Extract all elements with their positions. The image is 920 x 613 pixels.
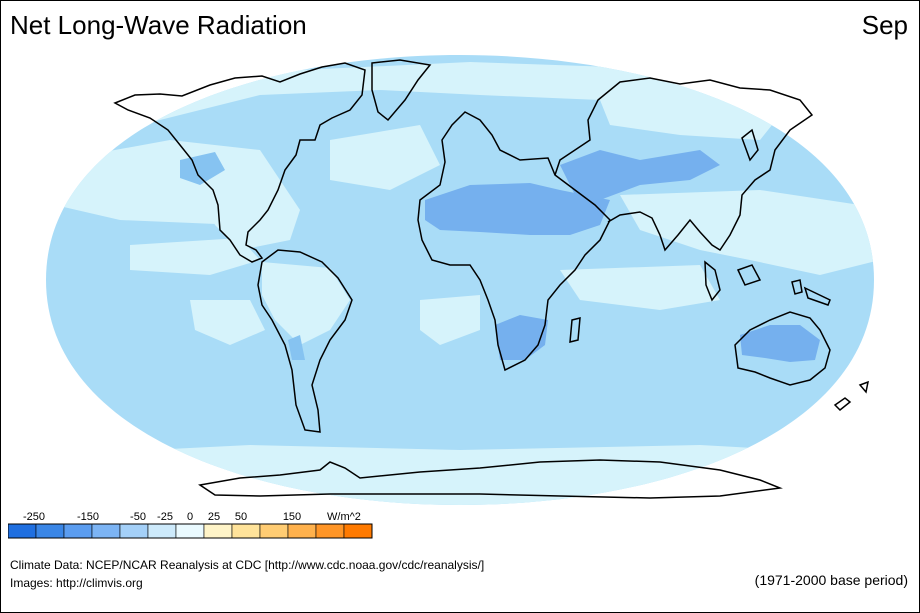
legend-swatch: [91, 523, 121, 539]
australia-coastline: [734, 311, 831, 386]
legend-swatch: [119, 523, 149, 539]
legend-tick-label: 0: [187, 511, 193, 523]
antarctica-coastline: [198, 459, 783, 499]
south-pacific-light-band: [190, 300, 265, 345]
legend-swatches: [8, 523, 373, 539]
legend-tick-label: -50: [130, 511, 146, 523]
legend-unit: W/m^2: [327, 511, 361, 523]
legend-swatch: [259, 523, 289, 539]
images-credit: Images: http://climvis.org: [10, 576, 143, 590]
indian-ocean-light-band: [560, 265, 720, 310]
asia-light-band: [620, 190, 874, 275]
legend-swatch: [35, 523, 65, 539]
legend-swatch: [315, 523, 345, 539]
siberia-light-band: [600, 100, 780, 140]
legend-tick-label: 25: [208, 511, 220, 523]
greenland-coastline: [371, 59, 432, 122]
legend-swatch: [147, 523, 177, 539]
legend-swatch: [343, 523, 373, 539]
north-atlantic-light-band: [330, 125, 440, 190]
legend-tick-labels: -250 -150 -50 -25 0 25 50 150 W/m^2: [23, 511, 361, 523]
south-america-light-band: [262, 262, 350, 345]
legend-swatch: [287, 523, 317, 539]
southern-ocean-light-band: [50, 445, 874, 505]
data-credit: Climate Data: NCEP/NCAR Reanalysis at CD…: [10, 558, 485, 572]
legend-swatch: [231, 523, 261, 539]
legend-swatch: [63, 523, 93, 539]
base-period-note: (1971-2000 base period): [754, 572, 908, 588]
legend-tick-label: 50: [235, 511, 247, 523]
month-label: Sep: [861, 10, 908, 40]
legend-tick-label: -250: [23, 511, 45, 523]
japan-coastline: [741, 128, 759, 162]
legend-tick-label: -25: [157, 511, 173, 523]
new-zealand-coastline: [833, 380, 870, 412]
europe-africa-coastline: [417, 111, 611, 372]
madagascar-coastline: [569, 317, 581, 343]
legend-tick-label: -150: [77, 511, 99, 523]
legend-swatch: [203, 523, 233, 539]
south-america-coastline: [257, 249, 353, 433]
legend-border: [8, 523, 373, 539]
asia-coastline: [554, 77, 814, 252]
tropical-pacific-light-band: [130, 238, 260, 275]
arabia-central-asia-low-region: [560, 150, 720, 200]
south-atlantic-light-band: [420, 295, 480, 345]
coastlines: [113, 59, 870, 499]
sahara-low-region: [425, 183, 610, 235]
patagonia-low-region: [288, 335, 305, 360]
legend-tick-label: 150: [283, 511, 301, 523]
legend-swatch: [175, 523, 205, 539]
north-america-coastline: [113, 62, 366, 263]
australia-low-region: [740, 325, 820, 362]
world-map: [46, 55, 874, 505]
color-legend: -250 -150 -50 -25 0 25 50 150 W/m^2: [8, 511, 373, 539]
map-title: Net Long-Wave Radiation: [10, 10, 307, 40]
legend-swatch: [8, 523, 37, 539]
southeast-asia-islands-coastline: [704, 260, 831, 306]
